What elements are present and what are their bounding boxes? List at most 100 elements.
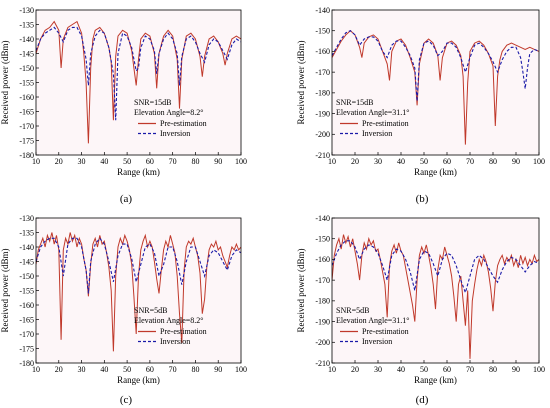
x-tick-label: 90 — [214, 365, 222, 374]
plot-frame — [331, 217, 540, 364]
y-tick-label: -160 — [19, 93, 34, 102]
x-tick-label: 60 — [443, 365, 451, 374]
annotation-2: Elevation Angle=31.1° — [336, 108, 409, 117]
x-tick-label: 80 — [489, 157, 497, 166]
y-tick-label: -180 — [19, 359, 34, 368]
x-tick-label: 20 — [55, 157, 63, 166]
y-tick-label: -150 — [19, 64, 34, 73]
y-tick-label: -135 — [19, 20, 34, 29]
plot-frame — [331, 9, 540, 156]
annotation-2: Elevation Angle=8.2° — [134, 108, 203, 117]
x-tick-label: 70 — [466, 365, 474, 374]
x-tick-label: 40 — [100, 365, 108, 374]
y-tick-label: -140 — [315, 214, 330, 223]
y-tick-label: -140 — [19, 35, 34, 44]
y-tick-label: -150 — [19, 272, 34, 281]
x-tick-label: 70 — [169, 365, 177, 374]
y-tick-label: -160 — [315, 255, 330, 264]
series-line-inversion — [36, 237, 241, 294]
x-tick-label: 20 — [351, 157, 359, 166]
x-tick-label: 60 — [443, 157, 451, 166]
y-tick-label: -155 — [19, 78, 34, 87]
y-tick-label: -130 — [19, 214, 34, 223]
plot-area — [332, 10, 539, 155]
y-tick-label: -175 — [19, 344, 34, 353]
panel-label: (b) — [416, 193, 429, 205]
series-line-inversion — [332, 240, 539, 295]
y-tick-label: -155 — [19, 286, 34, 295]
annotation-1: SNR=15dB — [134, 98, 171, 107]
annotation-2: Elevation Angle=31.1° — [336, 316, 409, 325]
y-tick-label: -165 — [19, 315, 34, 324]
plot-area — [332, 218, 539, 363]
y-tick-label: -145 — [19, 257, 34, 266]
x-tick-label: 70 — [466, 157, 474, 166]
x-tick-label: 10 — [32, 157, 40, 166]
y-tick-label: -180 — [19, 151, 34, 160]
y-tick-label: -170 — [19, 330, 34, 339]
legend-label-pre-estimation: Pre-estimation — [362, 327, 409, 336]
x-tick-label: 50 — [420, 365, 428, 374]
panel-label: (c) — [120, 394, 133, 406]
x-tick-label: 90 — [512, 157, 520, 166]
chart-panel-3: 10 20 30 40 50 60 70 80 90 100 -130 -135 -140 -145 -15… — [0, 214, 247, 406]
chart-panel-2: 10 20 30 40 50 60 70 80 90 100 -140 -150 -160 -170 -18… — [296, 6, 545, 205]
x-tick-label: 80 — [489, 365, 497, 374]
x-axis-label: Range (km) — [117, 167, 160, 177]
x-tick-label: 10 — [328, 365, 336, 374]
legend-label-inversion: Inversion — [160, 129, 190, 138]
annotation-2: Elevation Angle=8.2° — [134, 316, 203, 325]
x-tick-label: 20 — [55, 365, 63, 374]
y-tick-label: -170 — [19, 122, 34, 131]
series-line-pre-estimation — [332, 30, 539, 145]
legend-label-pre-estimation: Pre-estimation — [160, 119, 207, 128]
x-tick-label: 50 — [123, 157, 131, 166]
y-tick-label: -190 — [315, 317, 330, 326]
x-tick-label: 90 — [214, 157, 222, 166]
x-tick-label: 20 — [351, 365, 359, 374]
annotation-1: SNR=5dB — [134, 306, 167, 315]
y-tick-label: -180 — [315, 89, 330, 98]
x-tick-label: 100 — [235, 157, 247, 166]
series-line-pre-estimation — [36, 232, 241, 352]
x-tick-label: 60 — [146, 365, 154, 374]
y-tick-label: -135 — [19, 228, 34, 237]
y-tick-label: -150 — [315, 27, 330, 36]
x-axis-label: Range (km) — [117, 375, 160, 385]
y-tick-label: -130 — [19, 6, 34, 15]
y-axis-label: Received power (dBm) — [0, 41, 10, 125]
y-tick-label: -145 — [19, 49, 34, 58]
x-tick-label: 60 — [146, 157, 154, 166]
legend-label-pre-estimation: Pre-estimation — [362, 119, 409, 128]
chart-panel-4: 10 20 30 40 50 60 70 80 90 100 -140 -150 -160 -170 -18… — [296, 214, 545, 406]
series-line-inversion — [332, 30, 539, 102]
x-tick-label: 30 — [374, 157, 382, 166]
x-tick-label: 40 — [397, 157, 405, 166]
y-tick-label: -140 — [315, 6, 330, 15]
y-tick-label: -200 — [315, 338, 330, 347]
x-tick-label: 10 — [32, 365, 40, 374]
annotation-1: SNR=15dB — [336, 98, 373, 107]
x-tick-label: 100 — [235, 365, 247, 374]
y-tick-label: -175 — [19, 136, 34, 145]
x-tick-label: 80 — [191, 157, 199, 166]
x-tick-label: 70 — [169, 157, 177, 166]
y-tick-label: -190 — [315, 109, 330, 118]
legend-label-inversion: Inversion — [362, 129, 392, 138]
x-tick-label: 50 — [123, 365, 131, 374]
x-tick-label: 30 — [78, 157, 86, 166]
x-tick-label: 40 — [100, 157, 108, 166]
y-tick-label: -180 — [315, 297, 330, 306]
chart-panel-1: 10 20 30 40 50 60 70 80 90 100 -130 -135 -140 -145 -15… — [0, 6, 247, 205]
legend-label-inversion: Inversion — [362, 337, 392, 346]
plot-area — [36, 218, 241, 363]
y-tick-label: -160 — [19, 301, 34, 310]
x-tick-label: 100 — [533, 157, 545, 166]
x-tick-label: 90 — [512, 365, 520, 374]
plot-area — [36, 10, 241, 155]
x-tick-label: 30 — [374, 365, 382, 374]
x-tick-label: 100 — [533, 365, 545, 374]
series-line-inversion — [36, 26, 241, 121]
x-tick-label: 40 — [397, 365, 405, 374]
